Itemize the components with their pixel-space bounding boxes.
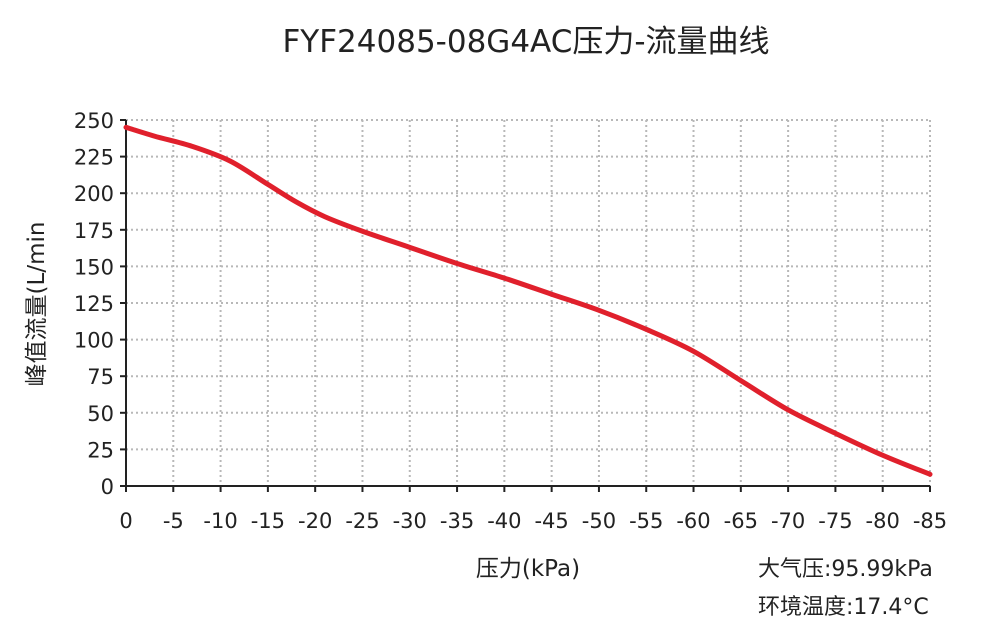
y-tick-label: 250 [74,109,114,133]
x-tick-label: -50 [582,509,616,533]
pressure-flow-series-line [123,124,933,477]
axes [120,119,931,492]
y-tick-label: 125 [74,292,114,316]
series [123,124,933,477]
x-tick-label: -70 [771,509,805,533]
x-axis-label: 压力(kPa) [476,556,580,582]
x-tick-label: -45 [534,509,568,533]
chart-title: FYF24085-08G4AC压力-流量曲线 [282,24,769,60]
x-tick-label: -85 [913,509,947,533]
x-tick-label: -75 [818,509,852,533]
x-tick-label: -55 [629,509,663,533]
x-tick-label: -25 [345,509,379,533]
y-tick-label: 100 [74,329,114,353]
x-tick-label: -60 [676,509,710,533]
x-tick-label: -40 [487,509,521,533]
x-tick-label: -15 [251,509,285,533]
x-tick-label: 0 [119,509,132,533]
y-tick-label: 25 [87,438,114,462]
grid [126,119,931,486]
y-tick-label: 175 [74,219,114,243]
x-tick-label: -35 [440,509,474,533]
y-tick-label: 50 [87,402,114,426]
y-tick-label: 75 [87,365,114,389]
x-tick-label: -5 [163,509,184,533]
x-tick-label: -65 [724,509,758,533]
y-tick-label: 150 [74,255,114,279]
y-tick-label: 0 [101,475,114,499]
y-tick-label: 200 [74,182,114,206]
x-tick-label: -30 [393,509,427,533]
atmospheric-pressure-note: 大气压:95.99kPa [758,557,933,582]
x-tick-label: -20 [298,509,332,533]
y-axis-label: 峰值流量(L/min [24,222,50,387]
x-tick-label: -80 [866,509,900,533]
x-tick-label: -10 [203,509,237,533]
tick-labels: 0 -5 -10 -15 -20 -25 -30 -35 -40 -45 -50 -55 -60 -65-… [74,109,947,533]
ambient-temperature-note: 环境温度:17.4°C [758,595,929,620]
y-tick-label: 225 [74,146,114,170]
